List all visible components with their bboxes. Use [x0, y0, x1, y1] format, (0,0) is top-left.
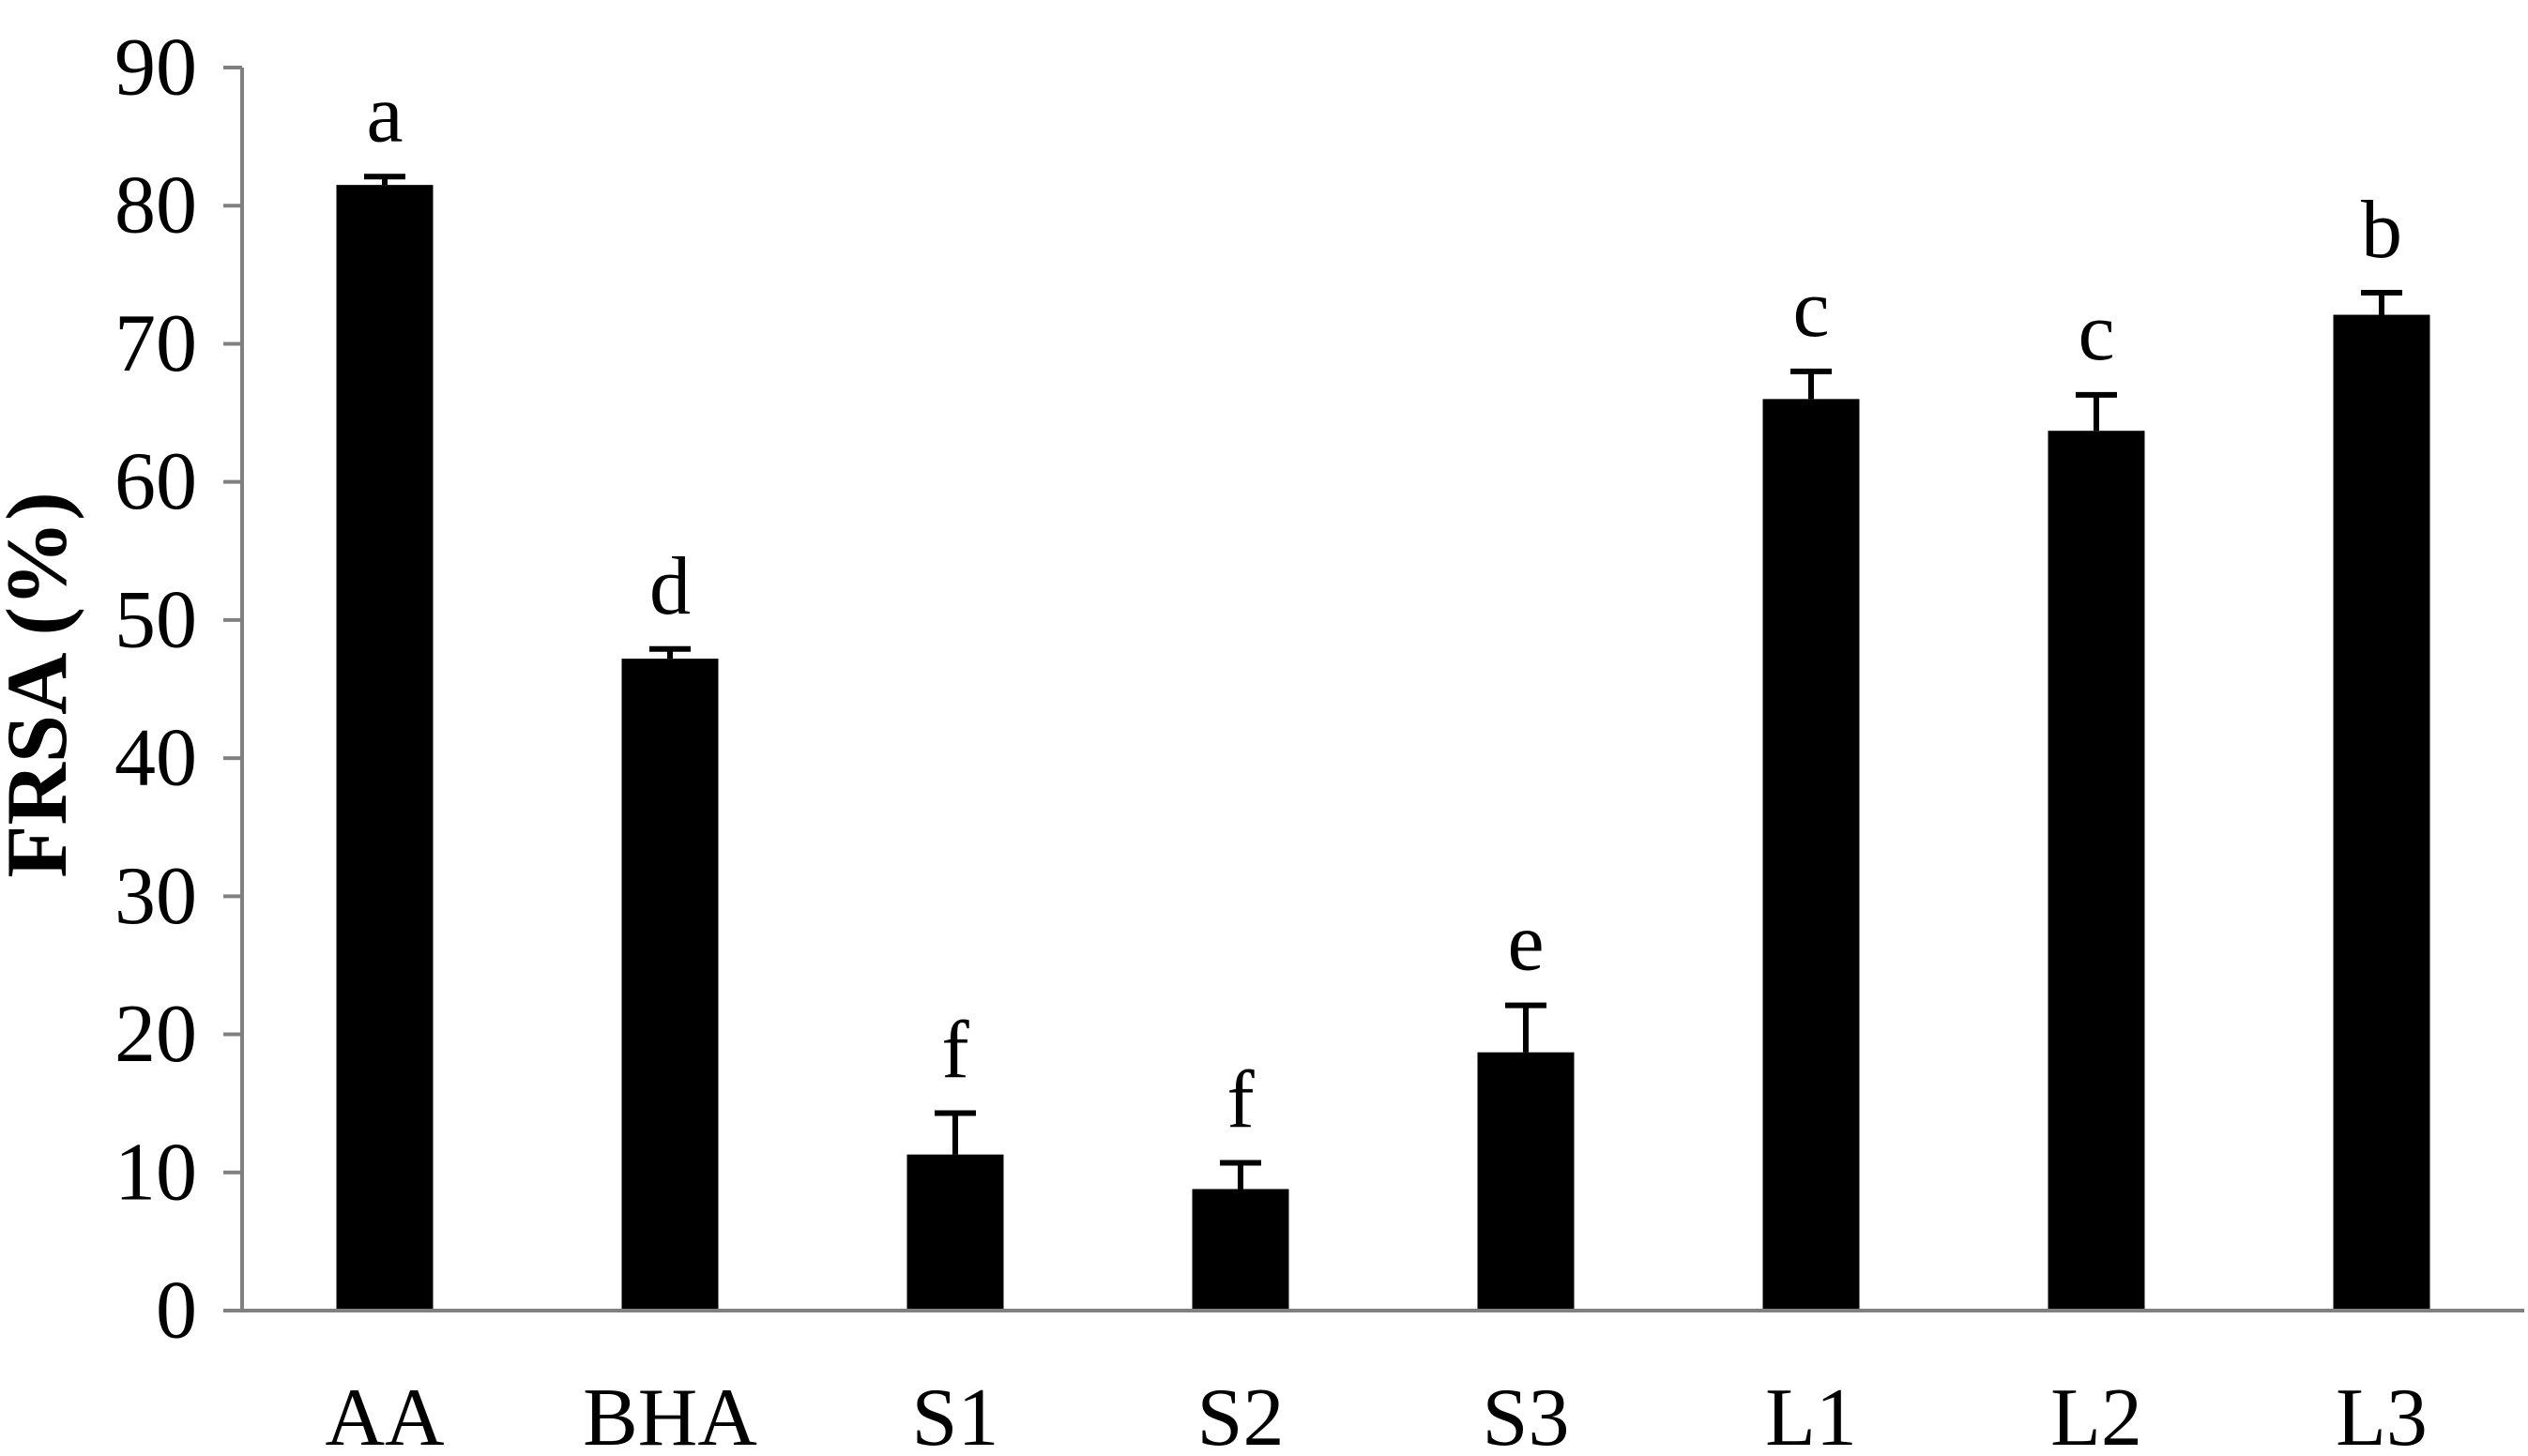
bar-s3	[1477, 1052, 1575, 1311]
bar-aa	[336, 185, 434, 1311]
y-axis-ticks: 0 10 20 30 40 50 60 70 80 90	[114, 23, 242, 1357]
y-tick-label: 90	[114, 23, 197, 114]
bar-l2	[2048, 431, 2145, 1311]
y-tick-label: 80	[114, 160, 197, 251]
axes	[240, 68, 2524, 1312]
y-tick-label: 50	[114, 574, 197, 665]
error-bars-group	[364, 174, 2402, 1190]
significance-letter-s3: e	[1507, 898, 1544, 989]
y-tick-label: 20	[114, 989, 197, 1080]
x-tick-label-bha: BHA	[583, 1373, 757, 1451]
significance-letter-s1: f	[941, 1005, 969, 1096]
significance-letter-l1: c	[1792, 264, 1829, 355]
significance-letters-group: a d f f e c c b	[366, 68, 2402, 1145]
y-tick-label: 70	[114, 298, 197, 389]
y-tick-label: 40	[114, 713, 197, 804]
y-tick-label: 10	[114, 1127, 197, 1218]
y-tick-label: 0	[156, 1266, 197, 1357]
bar-s1	[906, 1154, 1004, 1311]
x-tick-label-s3: S3	[1483, 1373, 1570, 1451]
y-tick-label: 30	[114, 851, 197, 942]
x-tick-label-l3: L3	[2336, 1373, 2428, 1451]
x-tick-label-s1: S1	[912, 1373, 999, 1451]
bar-l1	[1762, 399, 1860, 1311]
bars-group	[336, 185, 2430, 1311]
y-tick-label: 60	[114, 436, 197, 527]
x-tick-label-l1: L1	[1765, 1373, 1857, 1451]
x-tick-label-l2: L2	[2050, 1373, 2142, 1451]
bar-bha	[621, 659, 719, 1311]
x-axis-labels: AA BHA S1 S2 S3 L1 L2 L3	[325, 1373, 2428, 1456]
bar-l3	[2333, 314, 2430, 1311]
bar-s2	[1192, 1189, 1289, 1311]
significance-letter-bha: d	[649, 541, 691, 632]
significance-letter-l2: c	[2078, 287, 2114, 378]
y-axis-title: FRSA (%)	[0, 492, 84, 877]
x-tick-label-aa: AA	[325, 1373, 444, 1451]
significance-letter-l3: b	[2361, 185, 2402, 276]
significance-letter-aa: a	[366, 68, 403, 159]
significance-letter-s2: f	[1226, 1054, 1255, 1145]
x-tick-label-s2: S2	[1197, 1373, 1285, 1451]
